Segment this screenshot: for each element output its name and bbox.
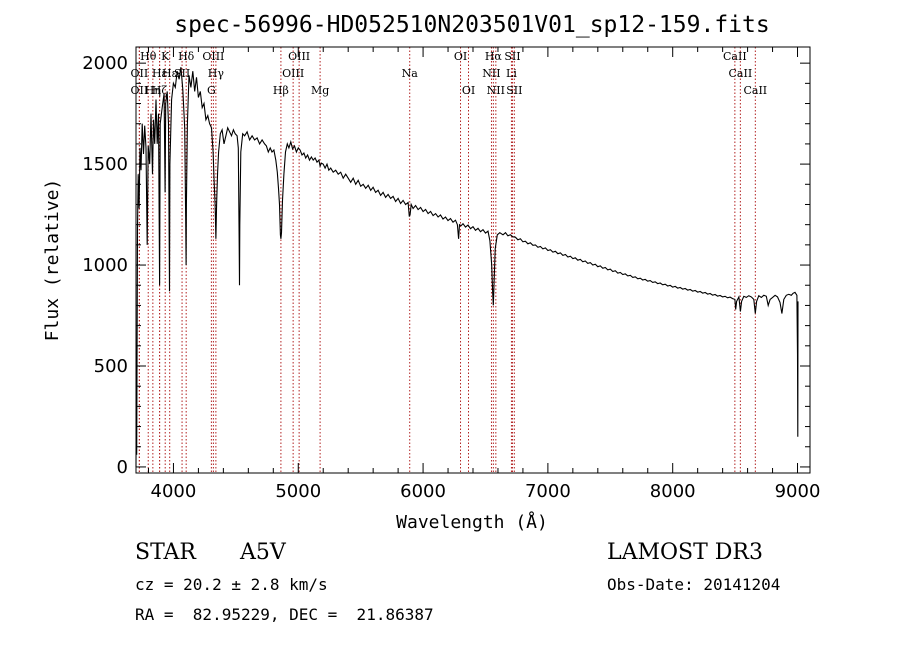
axis-ticks <box>136 47 810 473</box>
line-label: Hδ <box>178 50 195 63</box>
line-label: OII <box>131 84 149 97</box>
x-tick-label: 5000 <box>275 481 321 502</box>
y-axis-label: Flux (relative) <box>42 179 63 342</box>
line-label: Mg <box>311 84 329 97</box>
x-tick-label: 9000 <box>775 481 821 502</box>
line-label: Hθ <box>140 50 157 63</box>
line-label: Hβ <box>273 84 289 97</box>
spectral-subclass: A5V <box>240 540 286 565</box>
y-tick-label: 1000 <box>82 255 128 276</box>
line-label: Hγ <box>208 67 225 80</box>
line-label: OI <box>454 50 467 63</box>
y-tick-label: 0 <box>117 457 128 478</box>
line-label: NII <box>482 67 500 80</box>
redshift-velocity: cz = 20.2 ± 2.8 km/s <box>135 575 328 594</box>
observation-date: Obs-Date: 20141204 <box>607 575 781 594</box>
line-label: SII <box>506 84 522 97</box>
line-label: Hε <box>152 67 168 80</box>
x-tick-label: 8000 <box>650 481 696 502</box>
spectrum-series-line <box>135 67 799 467</box>
line-label: OIII <box>202 50 224 63</box>
x-tick-label: 6000 <box>400 481 446 502</box>
line-label: SII <box>504 50 520 63</box>
line-label: NII <box>487 84 505 97</box>
emission-line-markers <box>138 47 756 473</box>
x-axis-label: Wavelength (Å) <box>396 511 548 533</box>
line-label: OI <box>462 84 475 97</box>
line-label: Hζ <box>152 84 168 97</box>
line-label: Li <box>506 67 517 80</box>
line-label: OIII <box>288 50 310 63</box>
y-tick-label: 2000 <box>82 53 128 74</box>
line-label: CaII <box>723 50 747 63</box>
x-tick-labels: 4000 5000 6000 7000 8000 9000 <box>151 481 821 502</box>
line-label: Hε <box>162 67 178 80</box>
line-label: Hα <box>485 50 503 63</box>
line-label: G <box>207 84 216 97</box>
line-label: Hη <box>145 84 161 97</box>
line-label: Na <box>402 67 419 80</box>
line-label: K <box>161 50 170 63</box>
chart-title: spec-56996-HD052510N203501V01_sp12-159.f… <box>174 12 769 38</box>
y-tick-label: 500 <box>94 356 128 377</box>
x-tick-label: 7000 <box>525 481 571 502</box>
line-label: CaII <box>729 67 753 80</box>
survey-name: LAMOST DR3 <box>607 540 763 565</box>
line-label: OII <box>131 67 149 80</box>
plot-frame <box>135 46 811 474</box>
line-label: CaII <box>743 84 767 97</box>
y-tick-labels: 0 500 1000 1500 2000 <box>82 53 128 478</box>
line-label: OIII <box>282 67 304 80</box>
coordinates: RA = 82.95229, DEC = 21.86387 <box>135 605 434 624</box>
x-tick-label: 4000 <box>151 481 197 502</box>
y-tick-label: 1500 <box>82 154 128 175</box>
object-type: STAR <box>135 540 196 565</box>
